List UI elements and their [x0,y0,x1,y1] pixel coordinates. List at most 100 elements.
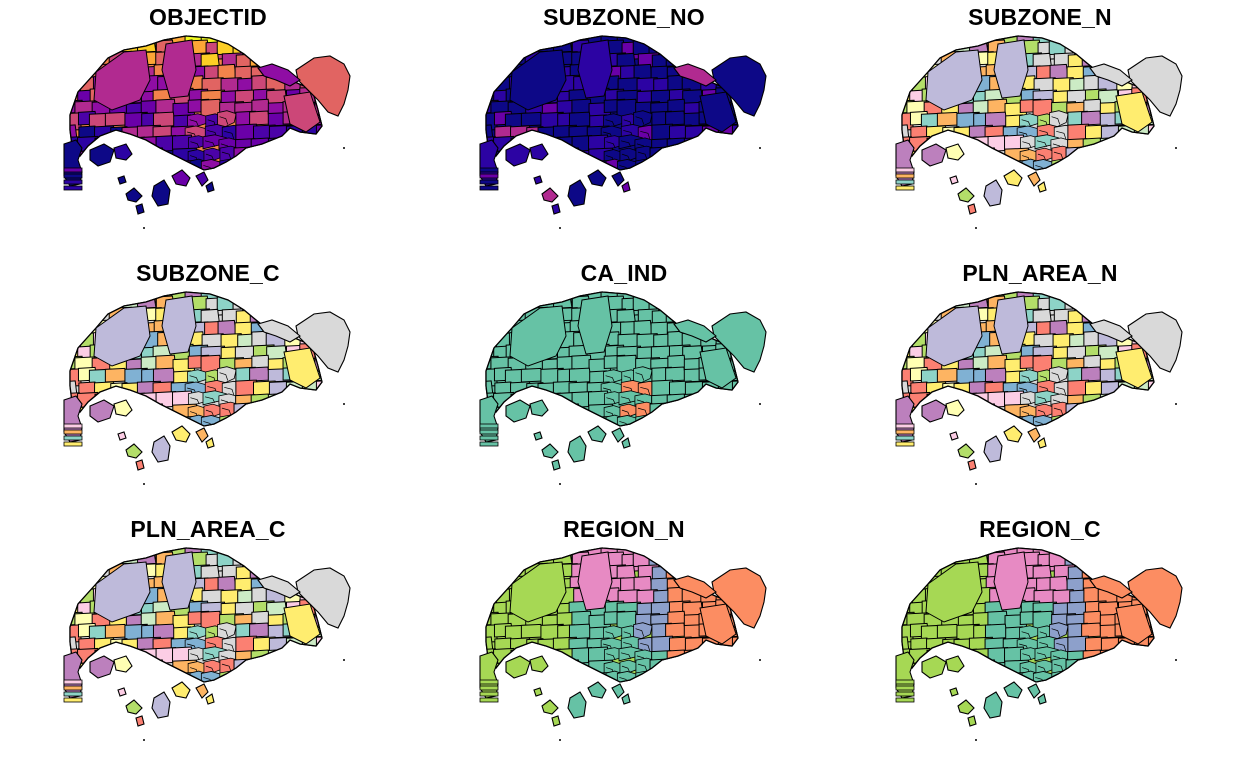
island-polygon [295,567,351,629]
subzone-polygon [568,367,592,384]
subzone-boundary [219,116,229,125]
subzone-polygon [668,671,693,682]
subzone-polygon [268,685,291,698]
subzone-polygon [716,292,738,305]
subzone-boundary [224,642,235,652]
subzone-boundary [1021,631,1031,639]
subzone-polygon [300,146,322,162]
subzone-polygon [719,687,743,704]
subzone-polygon [520,367,544,383]
subzone-boundary [640,130,651,140]
subzone-polygon [254,429,274,443]
subzone-boundary [205,665,215,673]
subzone-boundary [189,119,199,127]
subzone-polygon [552,671,576,682]
large-zone-polygon [283,91,321,133]
subzone-polygon [249,622,271,638]
subzone-polygon [936,548,956,561]
subzone-polygon [1084,415,1109,426]
subzone-polygon [729,660,738,680]
large-zone-polygon [925,305,983,367]
subzone-polygon [902,112,915,132]
subzone-polygon [136,415,160,426]
subzone-polygon [88,552,115,568]
island-polygon [921,143,947,167]
subzone-polygon [1082,649,1103,670]
subzone-polygon [1069,414,1091,426]
subzone-polygon [1086,173,1106,187]
subzone-boundary [1035,677,1045,682]
subzone-polygon [254,149,281,164]
subzone-polygon [984,623,1008,640]
island-polygon [621,693,631,705]
subzone-polygon [902,564,911,579]
subzone-polygon [486,624,499,644]
subzone-polygon [283,671,305,682]
map-region-n [479,547,767,741]
large-zone-polygon [161,295,197,355]
large-zone-polygon [283,603,321,645]
subzone-polygon [552,159,576,170]
islet-dot [343,147,345,149]
island-polygon [89,143,115,167]
subzone-polygon [490,553,514,568]
subzone-polygon [104,623,128,639]
island-polygon [1127,567,1183,629]
coastline [901,547,1155,683]
subzone-polygon [700,685,724,701]
subzone-polygon [1051,670,1075,682]
subzone-polygon [267,36,289,45]
subzone-polygon [652,171,670,188]
subzone-polygon [1145,660,1154,680]
coastline [901,291,1155,427]
subzone-boundary [637,663,648,672]
island-polygon [587,169,607,187]
reclaimed-strip [895,423,915,429]
subzone-polygon [684,551,710,568]
reclaimed-strip [479,691,499,697]
reclaimed-strip [895,173,915,179]
subzone-polygon [1112,309,1136,326]
subzone-polygon [920,552,947,568]
subzone-polygon [268,173,291,186]
subzone-boundary [224,386,235,396]
subzone-polygon [541,548,562,559]
subzone-polygon [696,41,718,59]
subzone-boundary [637,151,648,160]
island-polygon [533,687,543,697]
subzone-polygon [504,296,531,312]
subzone-polygon [493,563,517,583]
subzone-polygon [70,308,79,323]
island-polygon [505,399,531,423]
subzone-polygon [1069,670,1091,682]
subzone-boundary [605,631,615,639]
subzone-polygon [536,673,557,682]
panel-title: PLN_AREA_N [962,260,1118,286]
subzone-polygon [684,173,707,186]
subzone-polygon [219,670,243,682]
subzone-polygon [715,392,737,411]
subzone-polygon [1118,136,1141,156]
subzone-polygon [314,648,322,666]
reclaimed-strip [63,435,83,441]
subzone-polygon [506,548,530,560]
large-zone-polygon [161,551,197,611]
subzone-polygon [715,648,737,667]
subzone-polygon [1100,173,1123,186]
island-polygon [125,699,143,715]
subzone-polygon [125,36,146,47]
subzone-polygon [906,41,930,56]
subzone-polygon [699,671,721,682]
island-polygon [983,691,1003,719]
subzone-polygon [313,172,332,188]
subzone-polygon [909,51,933,71]
island-polygon [551,203,561,215]
subzone-polygon [1118,392,1141,412]
subzone-polygon [520,292,540,305]
subzone-polygon [902,368,915,388]
subzone-polygon [1132,292,1154,305]
subzone-polygon [299,392,321,411]
subzone-polygon [283,159,305,170]
subzone-polygon [1132,36,1154,49]
subzone-polygon [104,36,124,49]
